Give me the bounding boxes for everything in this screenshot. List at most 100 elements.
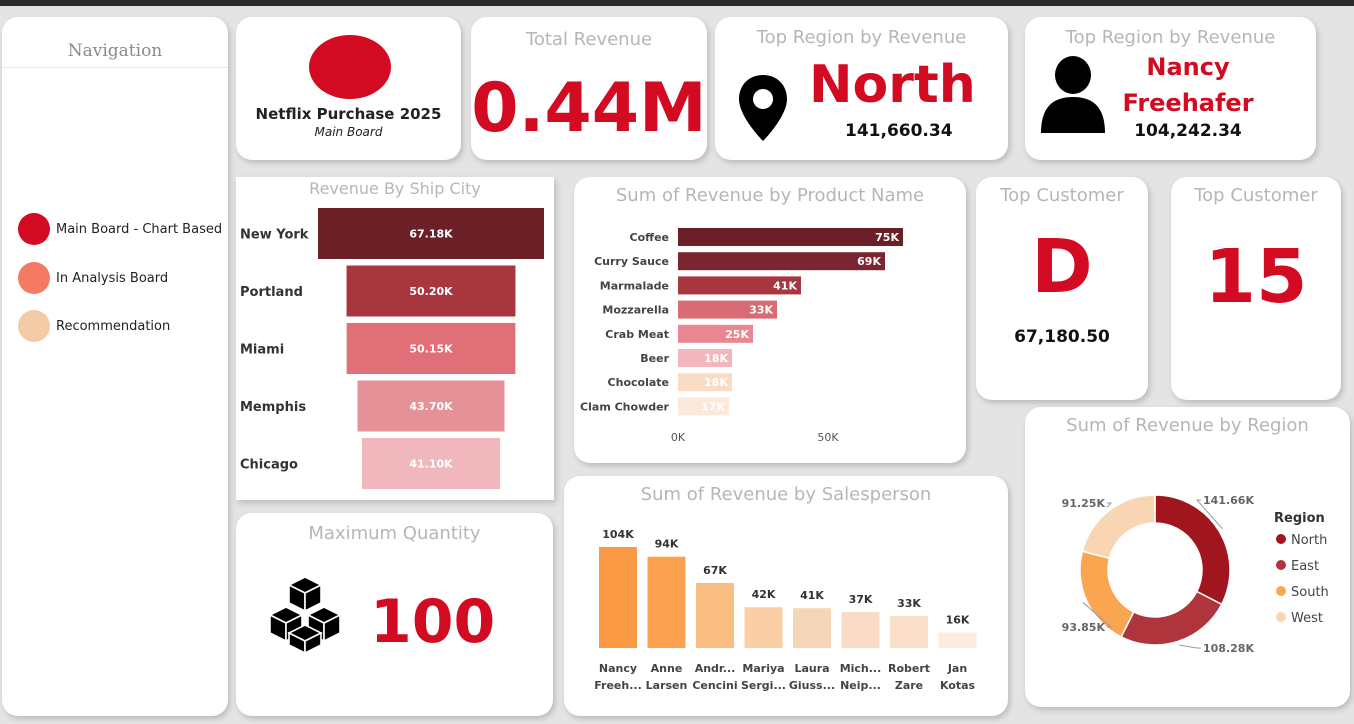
salesperson-bar bbox=[744, 607, 783, 648]
top-customer-count-card: Top Customer 15 bbox=[1171, 177, 1341, 400]
location-pin-icon bbox=[739, 75, 787, 141]
salesperson-chart-title: Sum of Revenue by Salesperson bbox=[640, 484, 932, 505]
top-salesperson-title: Top Region by Revenue bbox=[1065, 27, 1276, 48]
product-bar bbox=[678, 397, 729, 416]
navigation-title: Navigation bbox=[67, 41, 163, 61]
product-label: Marmalade bbox=[600, 279, 669, 292]
city-label: Chicago bbox=[240, 458, 298, 473]
product-data-label: 25K bbox=[725, 328, 749, 341]
city-chart-card: Revenue By Ship City New York 67.18K Portl… bbox=[236, 177, 554, 500]
person-icon bbox=[1041, 56, 1105, 133]
city-bar bbox=[361, 438, 501, 489]
salesperson-chart-card: Sum of Revenue by Salesperson 104K Nancy F… bbox=[564, 476, 1008, 716]
product-bar bbox=[678, 349, 732, 367]
product-x-tick: 50K bbox=[817, 431, 839, 444]
nav-item-label: Main Board - Chart Based bbox=[56, 221, 223, 237]
product-x-tick: 0K bbox=[671, 431, 686, 444]
nav-item-2[interactable]: In Analysis Board bbox=[18, 262, 168, 294]
city-bar bbox=[346, 265, 516, 317]
top-customer-value: D bbox=[1031, 224, 1093, 310]
salesperson-label-line1: Laura bbox=[794, 662, 829, 675]
salesperson-bar bbox=[890, 615, 928, 648]
nav-item-dot-icon bbox=[18, 262, 50, 294]
product-bar bbox=[678, 373, 732, 392]
top-salesperson-name-line2: Freehafer bbox=[1122, 89, 1254, 117]
product-label: Clam Chowder bbox=[580, 400, 670, 413]
salesperson-label-line1: Andr... bbox=[695, 662, 736, 675]
cubes-icon bbox=[268, 576, 342, 655]
salesperson-label-line2: Freeh... bbox=[594, 679, 642, 692]
product-label: Beer bbox=[640, 352, 669, 365]
navigation-panel: Navigation Main Board - Chart Based In An… bbox=[2, 17, 228, 716]
max-quantity-card: Maximum Quantity 100 bbox=[236, 513, 553, 716]
city-label: Memphis bbox=[240, 400, 306, 415]
nav-item-3[interactable]: Recommendation bbox=[18, 310, 170, 342]
salesperson-bar bbox=[938, 632, 977, 648]
salesperson-data-label: 37K bbox=[849, 593, 873, 606]
salesperson-label-line2: Zare bbox=[895, 679, 923, 692]
salesperson-data-label: 42K bbox=[752, 588, 776, 601]
top-region-title: Top Region by Revenue bbox=[756, 27, 967, 48]
product-bar-chart: Coffee 75K Curry Sauce 69K Marmalade 41K Mozza… bbox=[580, 228, 903, 444]
region-legend-title: Region bbox=[1274, 511, 1325, 526]
salesperson-data-label: 67K bbox=[703, 564, 727, 577]
top-salesperson-amount: 104,242.34 bbox=[1134, 121, 1242, 141]
city-data-label: 43.70K bbox=[409, 400, 453, 413]
nav-item-label: Recommendation bbox=[56, 318, 171, 334]
salesperson-label-line1: Mich... bbox=[840, 662, 882, 675]
salesperson-bar bbox=[793, 608, 831, 648]
brand-card: Netflix Purchase 2025 Main Board bbox=[236, 17, 461, 160]
salesperson-bar bbox=[599, 547, 637, 648]
salesperson-label-line1: Jan bbox=[947, 662, 967, 675]
product-data-label: 41K bbox=[773, 279, 797, 292]
divider bbox=[2, 67, 228, 68]
product-label: Curry Sauce bbox=[594, 255, 669, 268]
city-data-label: 50.15K bbox=[409, 343, 453, 356]
city-bar bbox=[357, 380, 505, 432]
nav-item-label: In Analysis Board bbox=[56, 270, 169, 286]
region-leader-line bbox=[1195, 499, 1223, 530]
salesperson-label-line2: Sergi... bbox=[741, 679, 786, 692]
product-data-label: 75K bbox=[875, 231, 899, 244]
region-legend-marker bbox=[1276, 534, 1286, 544]
nav-item-1[interactable]: Main Board - Chart Based bbox=[18, 213, 222, 245]
region-leader-line bbox=[1106, 502, 1113, 508]
top-customer-amount: 67,180.50 bbox=[1014, 327, 1110, 347]
salesperson-label-line1: Robert bbox=[888, 662, 930, 675]
city-label: New York bbox=[240, 228, 309, 243]
region-chart-title: Sum of Revenue by Region bbox=[1066, 415, 1309, 436]
salesperson-data-label: 94K bbox=[655, 538, 679, 551]
netflix-logo-icon bbox=[309, 35, 391, 99]
city-funnel-chart: New York 67.18K Portland 50.20K Miami 50.15K M… bbox=[240, 208, 544, 489]
salesperson-label-line2: Cencini bbox=[692, 679, 737, 692]
region-legend-label: North bbox=[1291, 533, 1327, 548]
salesperson-bar bbox=[647, 556, 686, 648]
nav-item-dot-icon bbox=[18, 213, 50, 245]
product-data-label: 18K bbox=[704, 376, 728, 389]
region-legend-marker bbox=[1276, 586, 1286, 596]
product-label: Crab Meat bbox=[605, 328, 669, 341]
region-leader-line bbox=[1082, 602, 1113, 628]
salesperson-bar bbox=[696, 582, 734, 648]
region-data-label: 91.25K bbox=[1062, 497, 1106, 510]
region-slice bbox=[1081, 494, 1156, 560]
product-data-label: 18K bbox=[704, 352, 728, 365]
region-legend-label: West bbox=[1291, 611, 1323, 626]
city-label: Portland bbox=[240, 285, 303, 300]
total-revenue-title: Total Revenue bbox=[525, 29, 653, 50]
city-bar bbox=[346, 323, 516, 374]
region-legend-marker bbox=[1276, 560, 1286, 570]
region-data-label: 108.28K bbox=[1203, 642, 1254, 655]
salesperson-bar bbox=[841, 612, 880, 648]
product-bar bbox=[678, 228, 903, 246]
salesperson-label-line2: Kotas bbox=[940, 679, 976, 692]
product-label: Coffee bbox=[630, 231, 669, 244]
region-chart-card: Sum of Revenue by Region 141.66K 108.28K 9… bbox=[1025, 407, 1350, 707]
top-bar bbox=[0, 0, 1354, 6]
max-quantity-value: 100 bbox=[370, 587, 496, 657]
product-label: Chocolate bbox=[608, 376, 669, 389]
top-region-amount: 141,660.34 bbox=[845, 121, 953, 141]
product-bar bbox=[678, 324, 753, 343]
top-customer-count-title: Top Customer bbox=[1194, 185, 1318, 206]
city-data-label: 50.20K bbox=[409, 285, 453, 298]
